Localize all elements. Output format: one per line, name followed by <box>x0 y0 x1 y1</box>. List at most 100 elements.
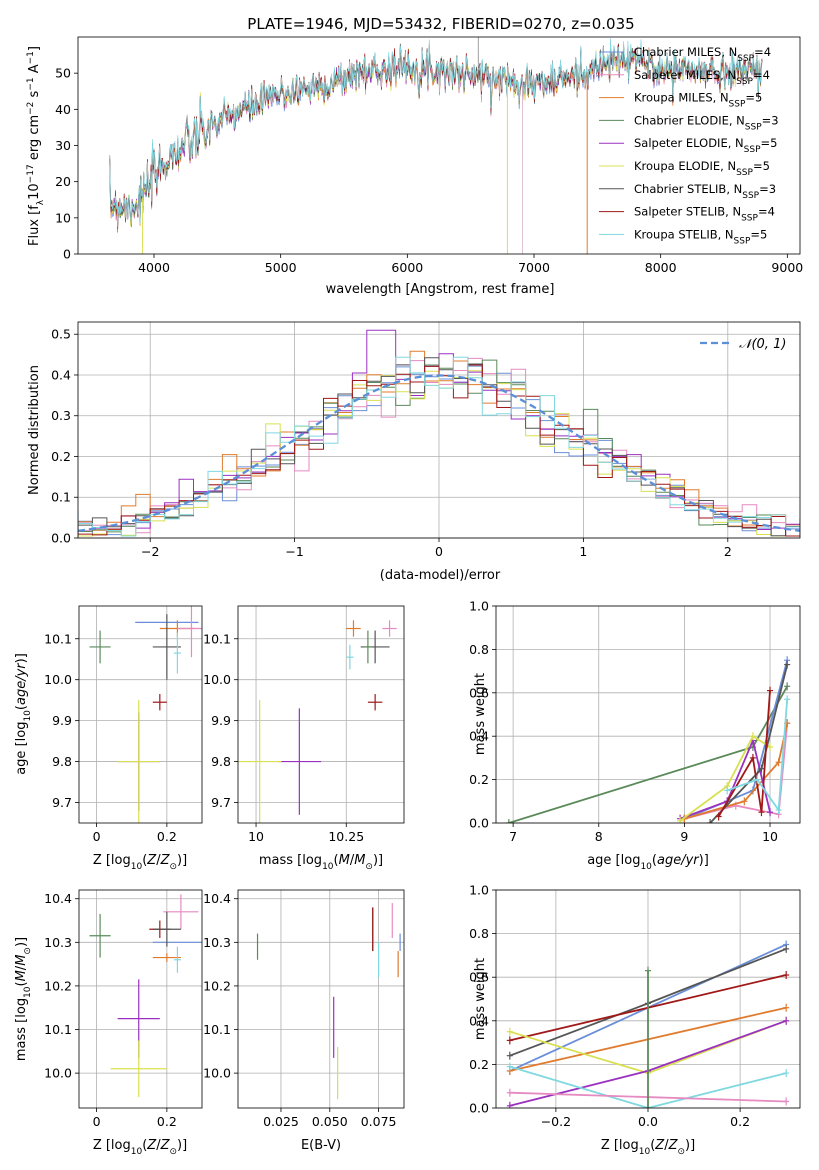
label-part: Z [log <box>93 853 131 868</box>
x-axis-label: wavelength [Angstrom, rest frame] <box>326 282 555 297</box>
y-tick-label: 10.4 <box>203 891 231 906</box>
x-tick-label: 0 <box>93 829 101 844</box>
y-tick-label: 10.1 <box>44 1022 72 1037</box>
x-tick-label: 0 <box>93 1114 101 1129</box>
histogram-salpeter-stelib <box>78 364 800 537</box>
x-tick-label: 8 <box>595 829 603 844</box>
label-part: ⊙ <box>677 1147 685 1157</box>
x-axis-label: age [log10(age/yr)] <box>587 853 709 872</box>
legend-entry: Salpeter ELODIE, NSSP=5 <box>634 136 777 155</box>
x-tick-label: 7000 <box>518 260 550 275</box>
label-part: ⊙ <box>169 862 177 872</box>
label-part: 10 <box>131 1147 143 1157</box>
x-tick-label: 6000 <box>391 260 423 275</box>
label-part: ( <box>14 705 29 710</box>
label-part: 10 <box>23 710 33 722</box>
label-part: / <box>664 1138 669 1153</box>
y-tick-label: 10.0 <box>44 672 72 687</box>
spectrum-line-salpeter-stelib <box>109 42 763 227</box>
label-part: ( <box>652 853 657 868</box>
y-tick-label: 0.4 <box>469 1013 489 1028</box>
y-tick-label: 10.4 <box>44 891 72 906</box>
x-axis-label: Z [log10(Z/Z⊙)] <box>93 853 187 872</box>
y-tick-label: 0.4 <box>469 729 489 744</box>
label-part: 10 <box>322 862 334 872</box>
series-kroupa-elodie <box>679 734 771 822</box>
x-axis-label: Z [log10(Z/Z⊙)] <box>601 1138 695 1157</box>
label-part: ⊙ <box>23 947 33 955</box>
y-axis-label: mass weight <box>473 958 488 1040</box>
y-tick-label: 10.0 <box>203 1066 231 1081</box>
label-part: M <box>14 955 29 966</box>
series-kroupa-stelib <box>509 1065 787 1108</box>
x-tick-label: 0.2 <box>157 1114 177 1129</box>
y-tick-label: 10.1 <box>203 1022 231 1037</box>
x-tick-label: 10 <box>762 829 778 844</box>
label-part: Z <box>668 1138 679 1153</box>
label-part: Kroupa STELIB, N <box>634 227 734 241</box>
y-tick-label: 10.3 <box>44 935 72 950</box>
label-part: =4 <box>758 205 775 219</box>
x-tick-label: 10.25 <box>328 829 364 844</box>
y-tick-label: 0.0 <box>51 531 71 546</box>
label-part: / <box>156 1138 161 1153</box>
label-part: −17 <box>26 164 36 183</box>
legend-entry: Salpeter MILES, NSSP=4 <box>634 68 770 87</box>
x-tick-label: −2 <box>141 544 159 559</box>
label-part: SSP <box>729 100 746 110</box>
label-part: )] <box>177 853 187 868</box>
label-part: =3 <box>762 113 779 127</box>
series-chabrier-elodie <box>508 685 788 823</box>
y-tick-label: 30 <box>55 138 71 153</box>
x-axis-label: (data-model)/error <box>380 568 501 583</box>
label-part: Z <box>146 1138 157 1153</box>
label-part: M <box>339 853 350 868</box>
label-part: =5 <box>753 159 770 173</box>
panel-massweight_vs_Z: −0.2 0.0 0.20.00.20.40.60.81.0Z [log10(Z/Z… <box>469 883 801 1157</box>
label-part: ( <box>334 853 339 868</box>
label-part: =4 <box>753 68 770 82</box>
label-part: 10 <box>23 986 33 998</box>
y-tick-label: 0.8 <box>469 926 489 941</box>
y-tick-label: 0.0 <box>469 816 489 831</box>
legend-entry: Salpeter STELIB, NSSP=4 <box>634 205 775 224</box>
x-tick-label: 1 <box>579 544 587 559</box>
label-part: Chabrier MILES, N <box>634 45 737 59</box>
label-part: )] <box>699 853 709 868</box>
label-part: =3 <box>759 182 776 196</box>
y-axis-label: Normed distribution <box>27 365 42 495</box>
plot-area <box>256 903 401 1100</box>
label-part: )] <box>373 853 383 868</box>
label-part: Salpeter STELIB, N <box>634 205 741 219</box>
label-part: age [log <box>14 722 29 775</box>
label-part: SSP <box>737 54 754 64</box>
label-part: Z <box>146 853 157 868</box>
y-tick-label: 1.0 <box>469 883 489 898</box>
y-tick-label: 0.6 <box>469 685 489 700</box>
label-part: SSP <box>745 122 762 132</box>
legend-entry: Chabrier ELODIE, NSSP=3 <box>634 113 779 132</box>
y-tick-label: 9.7 <box>52 795 72 810</box>
y-tick-label: 20 <box>55 174 71 189</box>
y-tick-label: 0.6 <box>469 970 489 985</box>
x-tick-label: 8000 <box>645 260 677 275</box>
spectrum-line-kroupa-stelib <box>109 38 763 227</box>
label-part: )] <box>14 653 29 663</box>
label-part: A <box>27 64 42 77</box>
plot-area <box>78 329 800 537</box>
legend-entry: Kroupa MILES, NSSP=5 <box>634 91 762 110</box>
label-part: Kroupa MILES, N <box>634 91 729 105</box>
x-tick-label: −1 <box>285 544 303 559</box>
y-tick-label: 50 <box>55 66 71 81</box>
label-part: 10 <box>27 183 42 200</box>
label-part: / <box>350 853 355 868</box>
y-axis-label: mass weight <box>473 673 488 755</box>
y-axis-label: age [log10(age/yr)] <box>14 653 33 775</box>
x-tick-label: 9 <box>680 829 688 844</box>
axes-frame <box>237 889 405 1109</box>
label-part: ( <box>142 853 147 868</box>
series-kroupa-miles <box>684 723 789 820</box>
plot-area <box>89 894 202 1098</box>
label-part: =5 <box>745 91 762 105</box>
